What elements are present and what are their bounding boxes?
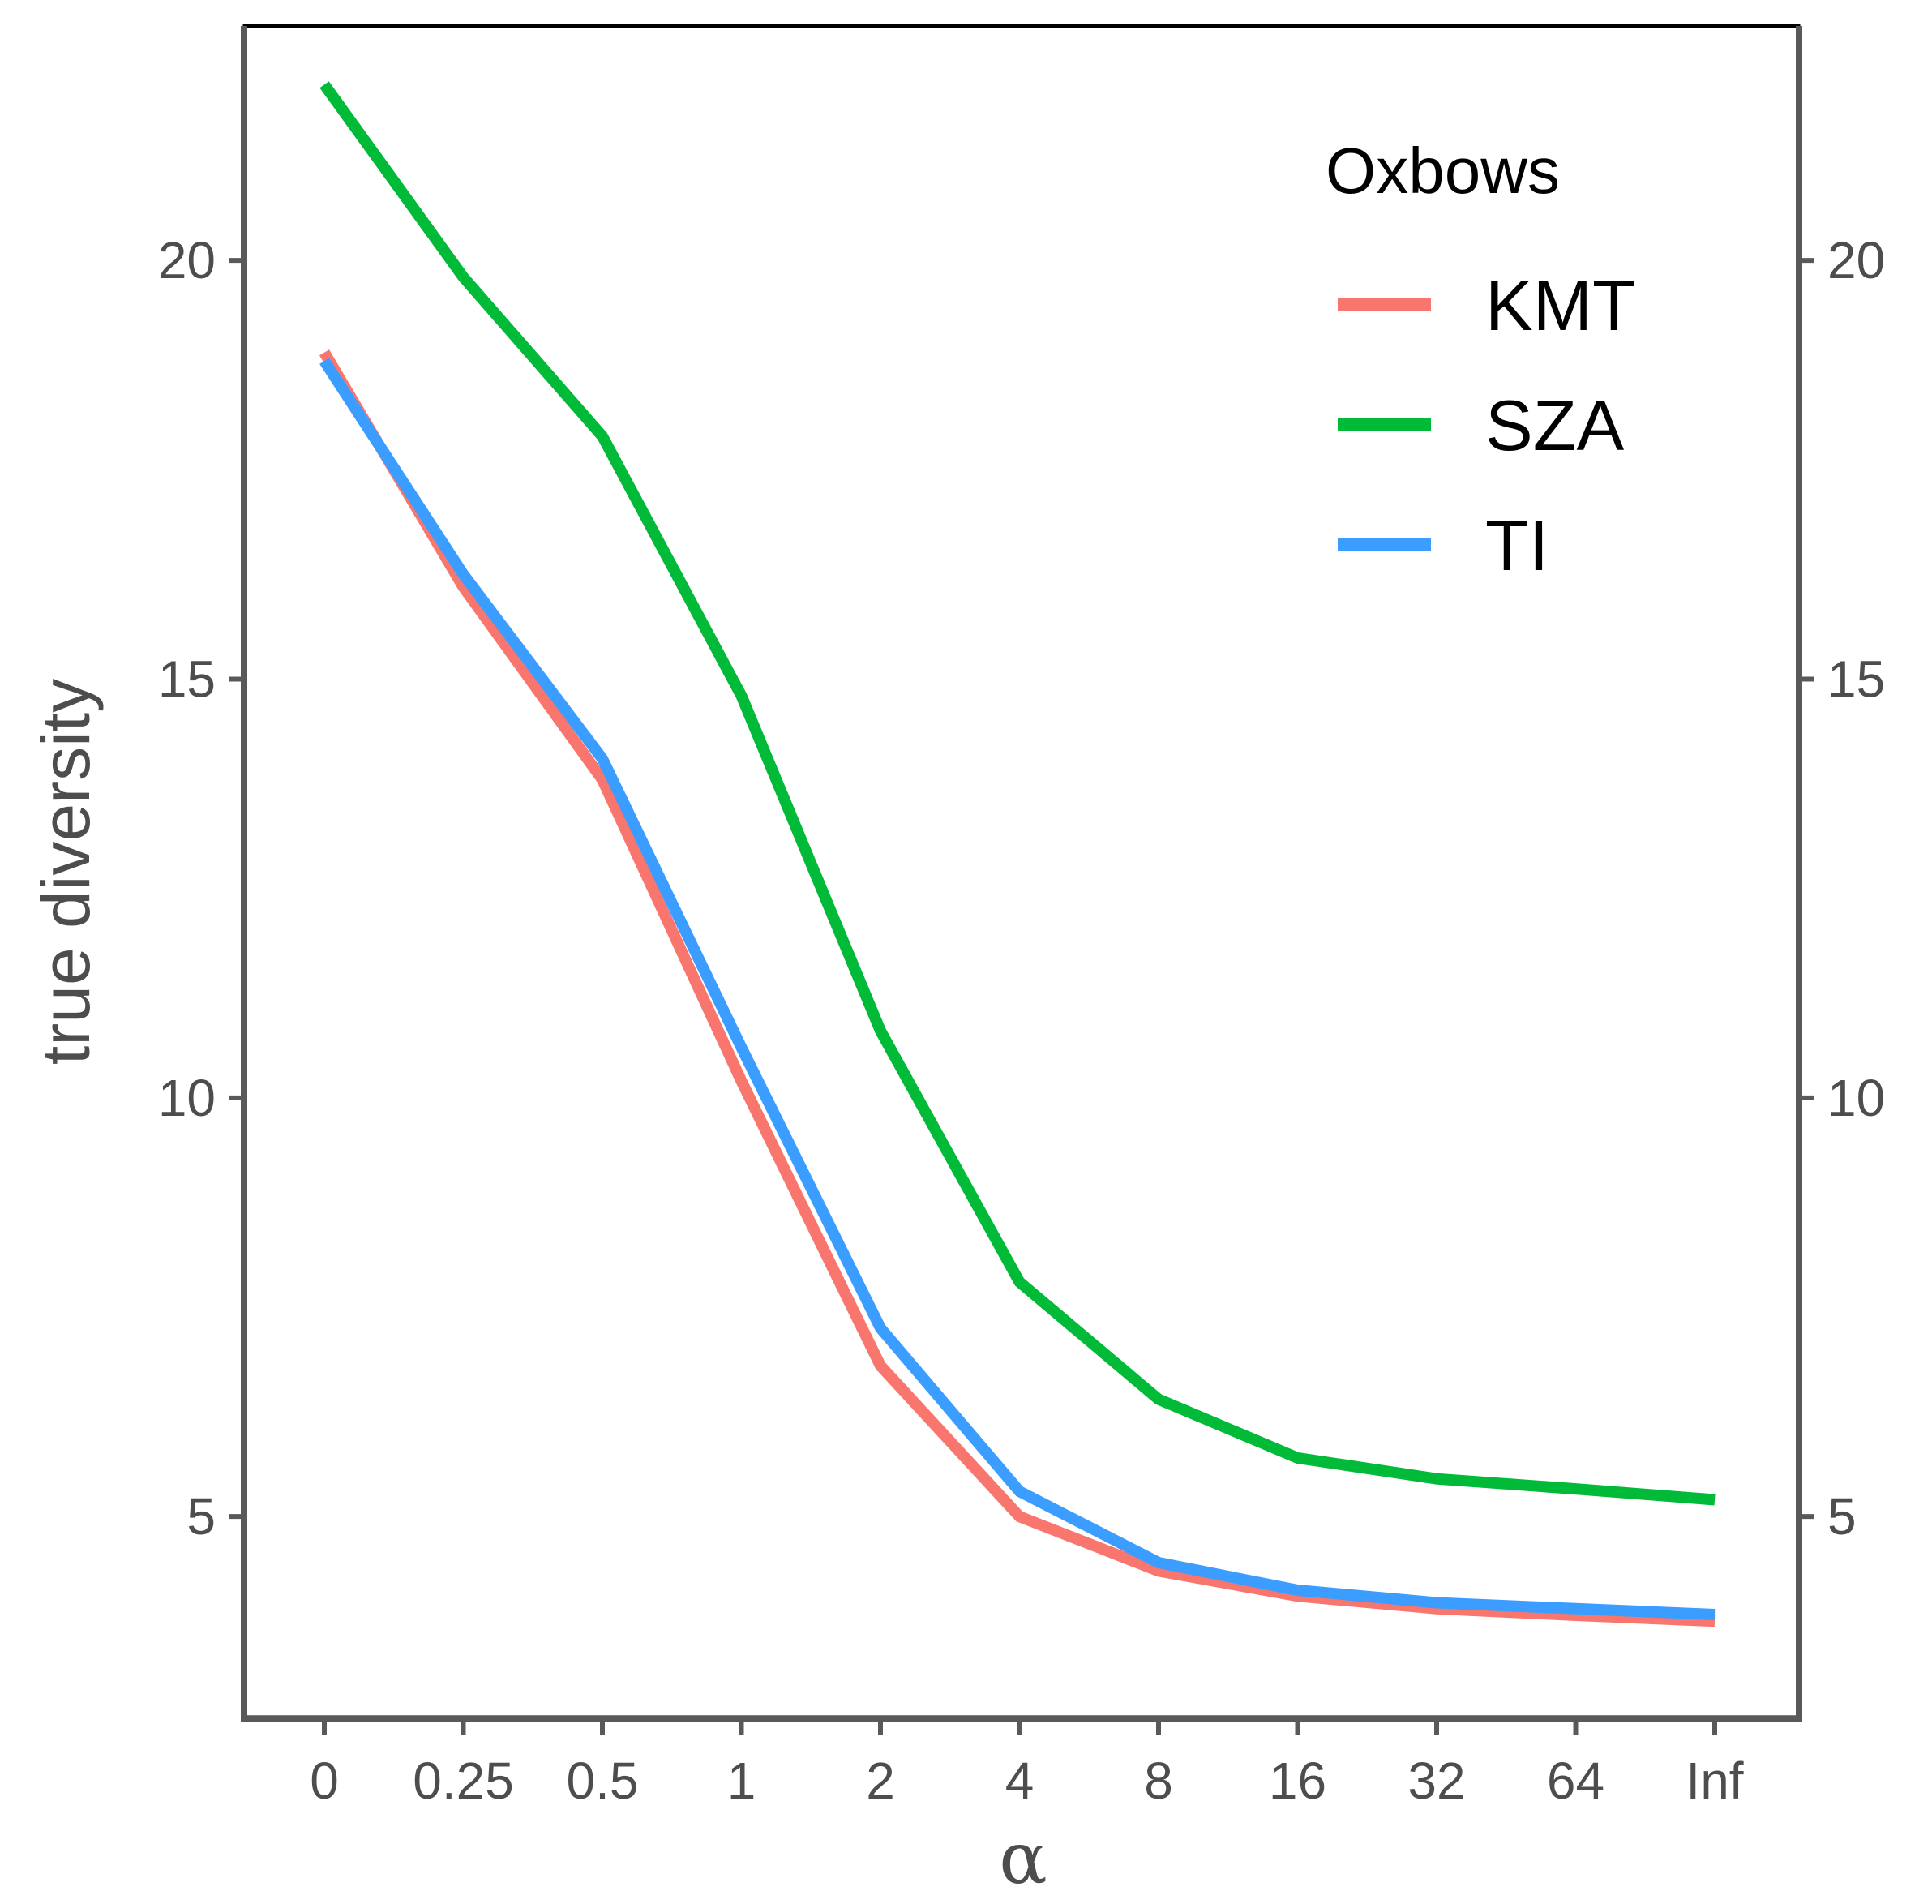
x-tick-label: 2 (866, 1752, 895, 1810)
legend-label-ti: TI (1485, 505, 1549, 585)
x-tick-label: 0 (310, 1752, 339, 1810)
y-tick-label-left: 15 (158, 650, 216, 708)
x-tick-label: 0.25 (413, 1752, 514, 1810)
y-tick-label-right: 10 (1827, 1069, 1885, 1127)
y-tick-label-left: 5 (186, 1487, 216, 1546)
y-axis-title: true diversity (28, 679, 104, 1065)
series-layer (319, 81, 1716, 1627)
x-tick-label: 32 (1407, 1752, 1465, 1810)
y-tick-label-right: 5 (1827, 1487, 1857, 1546)
legend-title: Oxbows (1326, 135, 1560, 207)
x-tick-label: 64 (1547, 1752, 1604, 1810)
legend: Oxbows KMT SZA TI (1326, 135, 1636, 585)
x-tick-label: 4 (1005, 1752, 1035, 1810)
legend-label-kmt: KMT (1485, 265, 1636, 345)
axes-layer: 5 5 10 10 15 15 20 20 0 0.25 0.5 1 2 4 8 16 32 64 Inf (158, 26, 1885, 1810)
x-axis-title: α (999, 1816, 1047, 1900)
x-tick-label: 0.5 (567, 1752, 639, 1810)
legend-label-sza: SZA (1485, 385, 1624, 465)
series-line-kmt (319, 349, 1716, 1627)
x-tick-label: Inf (1686, 1752, 1743, 1810)
x-tick-label: 1 (727, 1752, 756, 1810)
y-tick-label-right: 15 (1827, 650, 1885, 708)
y-tick-label-left: 20 (158, 231, 216, 289)
series-line-sza (319, 81, 1716, 1506)
x-tick-label: 16 (1269, 1752, 1326, 1810)
y-tick-label-left: 10 (158, 1069, 216, 1127)
series-line-ti (319, 358, 1716, 1620)
y-tick-label-right: 20 (1827, 231, 1885, 289)
x-tick-label: 8 (1144, 1752, 1173, 1810)
